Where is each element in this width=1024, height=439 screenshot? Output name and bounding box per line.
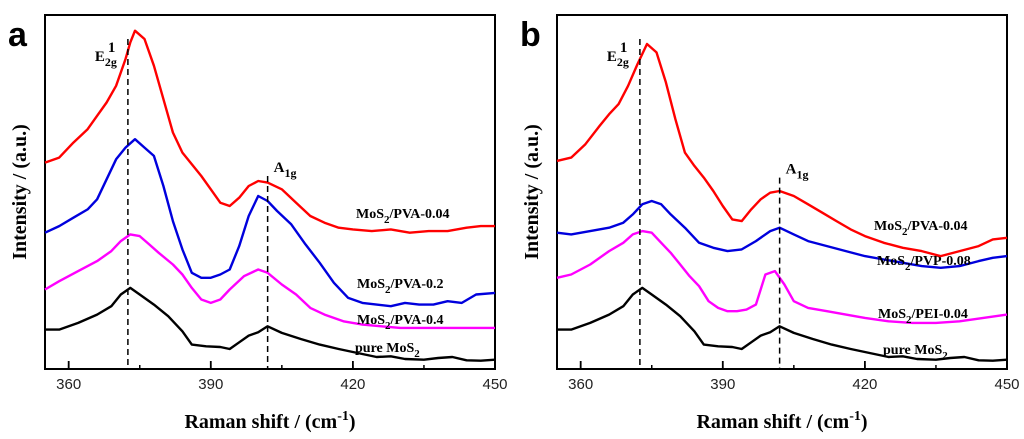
x-tick-label: 360 — [56, 376, 81, 393]
series-line-1 — [44, 233, 495, 330]
y-axis-title: Intensity / (a.u.) — [9, 124, 31, 260]
x-tick-label: 390 — [198, 376, 223, 393]
series-label: MoS2/PVP-0.08 — [877, 254, 971, 273]
series-label: MoS2/PVA-0.2 — [357, 277, 444, 296]
peak-label: A1g — [274, 160, 297, 180]
series-label: MoS2/PVA-0.04 — [874, 219, 968, 238]
series-label: MoS2/PEI-0.04 — [878, 307, 968, 326]
plot-frame — [44, 14, 496, 370]
series-label: MoS2/PVA-0.04 — [356, 207, 450, 226]
plot-frame — [556, 14, 1008, 370]
y-axis-title: Intensity / (a.u.) — [521, 124, 543, 260]
peak-label: E2g — [95, 49, 117, 69]
panel-letter: a — [8, 16, 28, 54]
peak-label: E2g — [607, 49, 629, 69]
panel-b: 360 390 420 450 b Intensity / (a.u.) Raman shi… — [520, 14, 1020, 433]
series-line-2 — [44, 138, 496, 308]
series-label: pure MoS2 — [883, 343, 948, 362]
panel-a: 360 390 420 450 a Intensity / (a.u.) Raman shi… — [8, 14, 508, 433]
peak-label: A1g — [786, 162, 809, 182]
series-label: MoS2/PVA-0.4 — [357, 313, 444, 332]
x-tick-label: 450 — [482, 376, 507, 393]
series-line-0 — [45, 286, 496, 362]
peak-label-sup: 1 — [108, 40, 116, 56]
x-axis-title: Raman shift / (cm-1) — [696, 409, 867, 433]
series-line-0 — [557, 286, 1008, 362]
series-label: pure MoS2 — [355, 341, 420, 360]
x-tick-label: 420 — [340, 376, 365, 393]
series-line-3 — [44, 29, 495, 234]
x-axis-title: Raman shift / (cm-1) — [184, 409, 355, 433]
x-tick-label: 420 — [852, 376, 877, 393]
x-tick-label: 360 — [568, 376, 593, 393]
peak-label-sup: 1 — [620, 40, 628, 56]
panel-letter: b — [520, 16, 541, 54]
x-tick-label: 390 — [710, 376, 735, 393]
x-tick-label: 450 — [994, 376, 1019, 393]
series-line-2 — [556, 199, 1008, 269]
series-line-1 — [556, 229, 1008, 325]
series-line-3 — [556, 42, 1008, 258]
